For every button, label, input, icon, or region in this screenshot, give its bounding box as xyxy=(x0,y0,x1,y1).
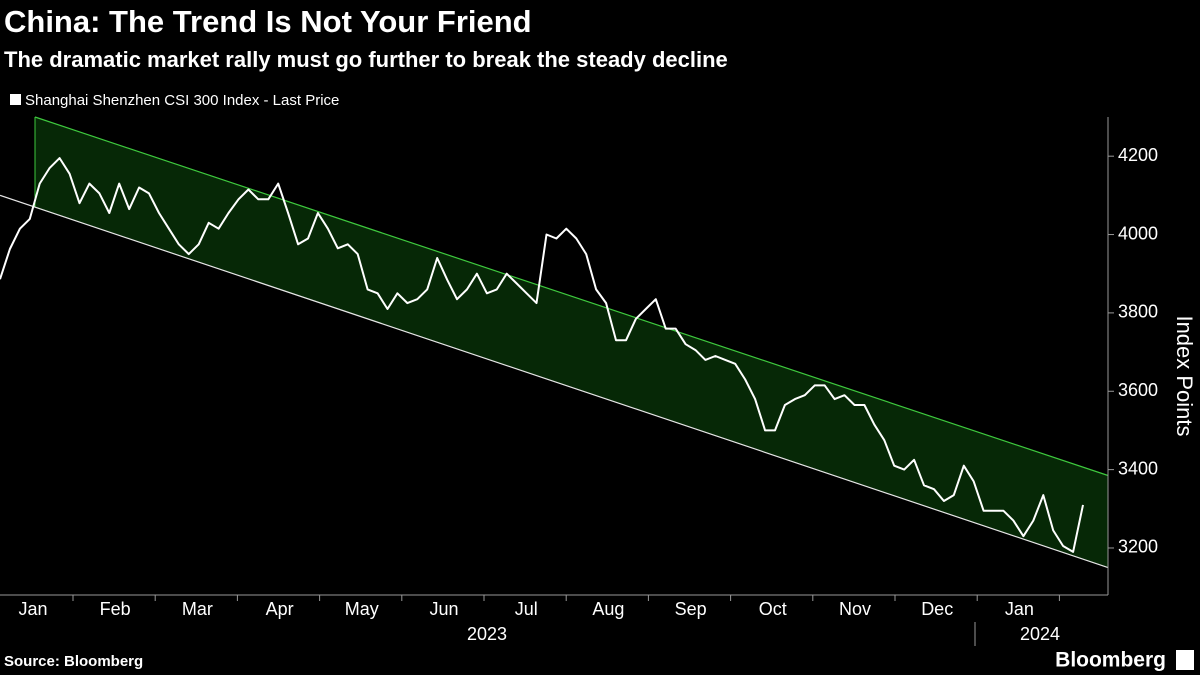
year-label: 2023 xyxy=(467,624,507,644)
y-tick-label: 3600 xyxy=(1118,380,1158,400)
x-tick-label: Jul xyxy=(515,599,538,619)
x-tick-label: May xyxy=(345,599,379,619)
x-tick-label: Jan xyxy=(1005,599,1034,619)
x-tick-label: Jun xyxy=(429,599,458,619)
source: Source: Bloomberg xyxy=(4,653,143,670)
lower-trend-line xyxy=(0,194,1109,569)
brand-icon xyxy=(1176,650,1194,670)
legend-swatch xyxy=(10,94,21,105)
legend-label: Shanghai Shenzhen CSI 300 Index - Last P… xyxy=(25,92,339,109)
x-tick-label: Aug xyxy=(592,599,624,619)
brand: Bloomberg xyxy=(1055,649,1166,672)
x-tick-label: Oct xyxy=(759,599,787,619)
y-tick-label: 3400 xyxy=(1118,458,1158,478)
channel-fill xyxy=(35,117,1108,568)
x-tick-label: Nov xyxy=(839,599,871,619)
chart-subtitle: The dramatic market rally must go furthe… xyxy=(4,47,728,72)
y-tick-label: 4200 xyxy=(1118,145,1158,165)
x-tick-label: Dec xyxy=(921,599,953,619)
x-tick-label: Mar xyxy=(182,599,213,619)
x-tick-label: Apr xyxy=(266,599,294,619)
upper-trend-line xyxy=(34,116,1109,477)
chart-title: China: The Trend Is Not Your Friend xyxy=(4,4,532,39)
x-tick-label: Jan xyxy=(18,599,47,619)
y-tick-label: 3800 xyxy=(1118,302,1158,322)
year-label: 2024 xyxy=(1020,624,1060,644)
y-tick-label: 4000 xyxy=(1118,223,1158,243)
y-tick-label: 3200 xyxy=(1118,537,1158,557)
x-tick-label: Feb xyxy=(100,599,131,619)
price-line xyxy=(0,157,1084,553)
y-axis-label: Index Points xyxy=(1172,315,1197,436)
x-tick-label: Sep xyxy=(675,599,707,619)
